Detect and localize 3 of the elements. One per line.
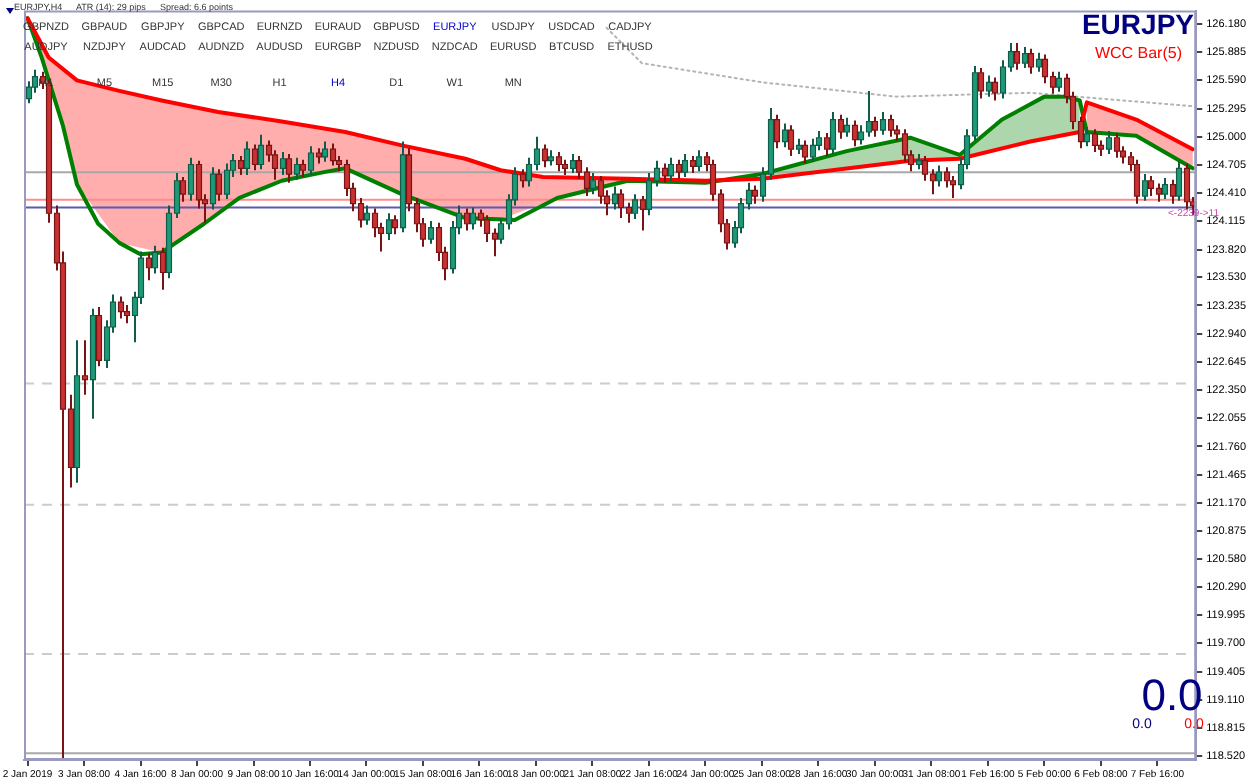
annotation: 0.0 (1141, 670, 1203, 720)
chart-title: EURJPY (1081, 8, 1194, 40)
text: WCC Bar(5) (1094, 44, 1182, 62)
